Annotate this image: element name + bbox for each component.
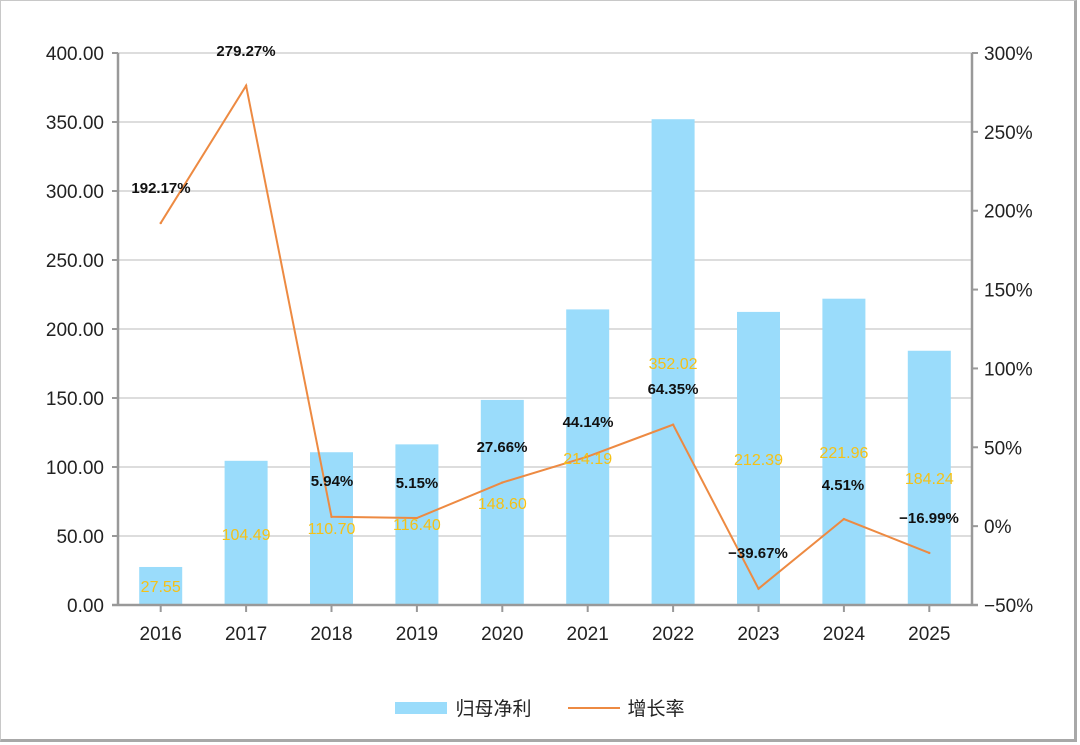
legend-item-growth-rate[interactable]: 增长率 bbox=[567, 694, 685, 721]
x-axis-tick-label: 2019 bbox=[396, 624, 438, 645]
x-axis-tick-label: 2020 bbox=[481, 624, 523, 645]
bar-value-label: 184.24 bbox=[905, 471, 954, 488]
growth-rate-label: −39.67% bbox=[728, 545, 788, 562]
bar-2024 bbox=[822, 298, 866, 605]
bar-2020 bbox=[480, 399, 524, 605]
right-axis-tick-label: 150% bbox=[984, 281, 1033, 302]
left-axis-tick-label: 350.00 bbox=[46, 113, 104, 134]
growth-rate-point-2018 bbox=[330, 515, 333, 518]
left-axis-tick-label: 0.00 bbox=[67, 596, 104, 617]
legend: 归母净利 增长率 bbox=[0, 694, 1080, 721]
growth-rate-point-2020 bbox=[501, 481, 504, 484]
x-axis-tick-label: 2022 bbox=[652, 624, 694, 645]
growth-rate-label: 279.27% bbox=[216, 43, 275, 60]
growth-rate-point-2023 bbox=[757, 587, 760, 590]
bar-value-label: 104.49 bbox=[222, 527, 271, 544]
right-axis-tick-label: −50% bbox=[984, 596, 1033, 617]
x-axis-tick-label: 2017 bbox=[225, 624, 267, 645]
legend-item-net-profit[interactable]: 归母净利 bbox=[395, 694, 532, 721]
right-axis-tick-label: 200% bbox=[984, 202, 1033, 223]
growth-rate-label: 5.15% bbox=[396, 475, 439, 492]
right-axis-tick-label: 0% bbox=[984, 517, 1012, 538]
bar-value-label: 110.70 bbox=[308, 521, 356, 538]
growth-rate-point-2016 bbox=[159, 221, 162, 225]
x-axis-tick-label: 2023 bbox=[737, 624, 779, 645]
growth-rate-point-2021 bbox=[586, 455, 589, 458]
bar-2023 bbox=[737, 311, 780, 605]
x-axis-tick-label: 2018 bbox=[310, 624, 352, 645]
growth-rate-label: 5.94% bbox=[311, 473, 354, 490]
bar-2017 bbox=[224, 460, 268, 605]
growth-rate-label: 27.66% bbox=[477, 439, 528, 456]
growth-rate-label: 192.17% bbox=[131, 180, 190, 197]
left-axis-tick-label: 400.00 bbox=[46, 44, 104, 65]
legend-label-net-profit: 归母净利 bbox=[455, 699, 532, 720]
growth-rate-point-2022 bbox=[671, 423, 675, 426]
bar-2016 bbox=[139, 566, 183, 605]
bar-value-label: 221.96 bbox=[819, 445, 868, 462]
left-axis-tick-label: 300.00 bbox=[46, 182, 104, 203]
legend-label-growth-rate: 增长率 bbox=[627, 699, 685, 720]
right-axis-tick-label: 100% bbox=[984, 359, 1033, 380]
bar-value-label: 116.40 bbox=[393, 517, 441, 534]
left-axis-tick-label: 150.00 bbox=[46, 389, 104, 410]
x-axis-tick-label: 2016 bbox=[140, 624, 182, 645]
x-axis-tick-label: 2025 bbox=[908, 624, 950, 645]
x-axis-tick-label: 2021 bbox=[567, 624, 609, 645]
right-axis-tick-label: 300% bbox=[984, 44, 1033, 65]
left-axis-tick-label: 200.00 bbox=[46, 320, 104, 341]
right-axis-tick-label: 250% bbox=[984, 123, 1033, 144]
right-axis-tick-label: 50% bbox=[984, 438, 1022, 459]
x-axis-tick-label: 2024 bbox=[823, 624, 866, 645]
bar-value-label: 27.55 bbox=[141, 579, 181, 596]
growth-rate-line bbox=[159, 83, 930, 591]
bar-2018 bbox=[310, 452, 353, 605]
bar-value-label: 148.60 bbox=[478, 496, 527, 513]
growth-rate-label: 44.14% bbox=[563, 414, 614, 431]
left-axis-tick-label: 250.00 bbox=[46, 251, 104, 272]
bar-value-label: 214.19 bbox=[563, 451, 612, 468]
growth-rate-label: 64.35% bbox=[648, 381, 699, 398]
growth-rate-point-2017 bbox=[244, 84, 248, 87]
growth-rate-label: 4.51% bbox=[822, 477, 865, 494]
left-axis-tick-label: 100.00 bbox=[46, 458, 104, 479]
growth-rate-point-2019 bbox=[415, 516, 419, 520]
growth-rate-label: −16.99% bbox=[899, 510, 959, 527]
legend-swatch-bar bbox=[395, 701, 448, 714]
bar-value-label: 352.02 bbox=[649, 356, 698, 373]
growth-rate-point-2025 bbox=[928, 551, 931, 555]
bar-value-label: 212.39 bbox=[734, 452, 783, 469]
bar-2025 bbox=[907, 350, 951, 605]
bar-2019 bbox=[395, 444, 439, 605]
bar-2022 bbox=[651, 119, 695, 605]
left-axis-tick-label: 50.00 bbox=[56, 527, 104, 548]
legend-swatch-line bbox=[567, 706, 620, 709]
growth-rate-point-2024 bbox=[842, 517, 846, 521]
